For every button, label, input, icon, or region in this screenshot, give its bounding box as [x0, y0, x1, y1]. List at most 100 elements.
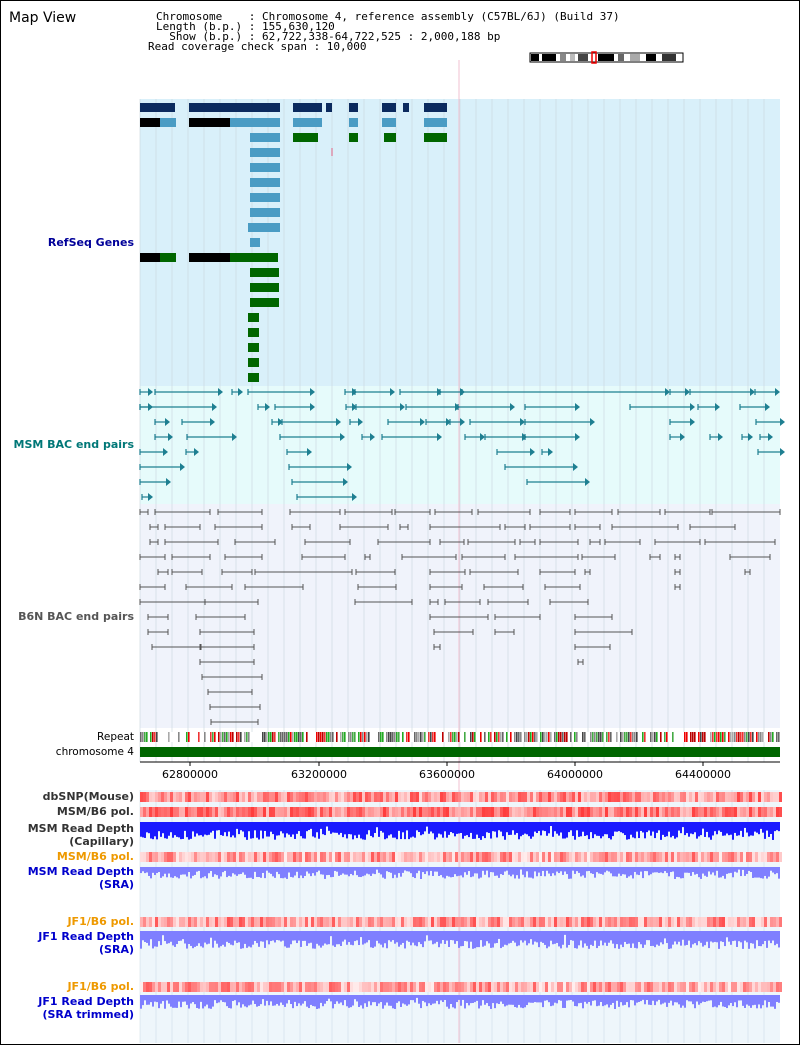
pol-heat-cell: [233, 807, 236, 817]
read-depth-bar: [324, 995, 326, 1004]
chromosome-ideogram[interactable]: [529, 51, 684, 64]
read-depth-bar: [608, 867, 610, 872]
read-depth-bar: [606, 995, 608, 1005]
msm-read-depth-capillary-label[interactable]: MSM Read Depth: [27, 822, 134, 835]
read-depth-bar: [512, 995, 514, 1005]
msm-b6-pol-sra-label[interactable]: MSM/B6 pol.: [56, 850, 134, 863]
read-depth-bar: [224, 995, 226, 1003]
pol-heat-cell: [446, 807, 449, 817]
msm-b6-pol-capillary-label[interactable]: MSM/B6 pol.: [56, 805, 134, 818]
read-depth-bar: [298, 995, 300, 1004]
read-depth-bar: [392, 995, 394, 1009]
pol-heat-cell: [530, 792, 533, 802]
repeat-mark: [274, 732, 276, 742]
read-depth-bar: [254, 867, 256, 872]
pol-heat-cell: [317, 792, 320, 802]
read-depth-bar: [252, 931, 254, 945]
read-depth-bar: [722, 995, 724, 1007]
pol-heat-cell: [377, 852, 380, 862]
read-depth-bar: [634, 995, 636, 1006]
pol-heat-cell: [686, 792, 689, 802]
pol-heat-cell: [467, 917, 470, 927]
read-depth-bar: [472, 867, 474, 877]
read-depth-bar: [750, 931, 752, 944]
read-depth-bar: [650, 867, 652, 875]
read-depth-bar: [152, 995, 154, 1007]
read-depth-bar: [492, 822, 494, 832]
read-depth-bar: [582, 931, 584, 948]
read-depth-bar: [742, 995, 744, 1006]
read-depth-bar: [586, 822, 588, 836]
pol-heat-cell: [632, 807, 635, 817]
jf1-b6-pol-2-label[interactable]: JF1/B6 pol.: [67, 980, 134, 993]
pol-heat-cell: [164, 852, 167, 862]
repeat-mark: [342, 732, 344, 742]
read-depth-bar: [708, 822, 710, 838]
pol-heat-cell: [614, 917, 617, 927]
pol-heat-cell: [764, 917, 767, 927]
pol-heat-cell: [446, 917, 449, 927]
pol-heat-cell: [164, 982, 167, 992]
pol-heat-cell: [248, 917, 251, 927]
read-depth-bar: [766, 822, 768, 831]
repeat-mark: [770, 732, 772, 742]
pol-heat-cell: [716, 807, 719, 817]
read-depth-bar: [564, 995, 566, 1008]
pol-heat-cell: [653, 982, 656, 992]
read-depth-bar: [190, 995, 192, 1004]
read-depth-bar: [398, 822, 400, 831]
read-depth-bar: [232, 931, 234, 946]
pol-heat-cell: [758, 982, 761, 992]
read-depth-bar: [650, 822, 652, 836]
read-depth-bar: [268, 931, 270, 945]
pol-heat-cell: [572, 917, 575, 927]
pol-heat-cell: [347, 792, 350, 802]
read-depth-bar: [456, 822, 458, 834]
read-depth-bar: [270, 995, 272, 1002]
read-depth-bar: [172, 931, 174, 946]
pol-heat-cell: [590, 852, 593, 862]
read-depth-bar: [468, 995, 470, 1006]
pol-heat-cell: [278, 852, 281, 862]
pol-heat-cell: [776, 917, 779, 927]
read-depth-bar: [458, 995, 460, 1000]
pol-heat-cell: [311, 792, 314, 802]
dbsnp-label[interactable]: dbSNP(Mouse): [42, 790, 134, 803]
pol-heat-cell: [620, 982, 623, 992]
pol-heat-cell: [509, 792, 512, 802]
pol-heat-cell: [668, 792, 671, 802]
repeat-mark: [366, 732, 368, 742]
jf1-read-depth-trimmed-label[interactable]: JF1 Read Depth: [38, 995, 134, 1008]
pol-heat-cell: [209, 792, 212, 802]
refseq-genes-label[interactable]: RefSeq Genes: [47, 236, 134, 249]
read-depth-bar: [226, 995, 228, 1007]
read-depth-bar: [588, 995, 590, 1002]
msm-read-depth-sra-label[interactable]: MSM Read Depth: [27, 865, 134, 878]
pol-heat-cell: [140, 792, 143, 802]
read-depth-bar: [272, 867, 274, 877]
read-depth-bar: [420, 931, 422, 945]
repeat-mark: [738, 732, 740, 742]
read-depth-bar: [476, 995, 478, 1001]
read-depth-bar: [644, 931, 646, 945]
read-depth-bar: [726, 931, 728, 938]
msm-bac-label[interactable]: MSM BAC end pairs: [13, 438, 134, 451]
pol-heat-cell: [587, 917, 590, 927]
read-depth-bar: [736, 867, 738, 873]
read-depth-bar: [272, 995, 274, 1006]
read-depth-bar: [144, 995, 146, 1001]
pol-heat-cell: [335, 792, 338, 802]
pol-heat-cell: [629, 792, 632, 802]
b6n-bac-label[interactable]: B6N BAC end pairs: [18, 610, 134, 623]
pol-heat-cell: [278, 807, 281, 817]
pol-heat-cell: [362, 852, 365, 862]
jf1-read-depth-sra-label[interactable]: JF1 Read Depth: [38, 930, 134, 943]
read-depth-bar: [716, 867, 718, 871]
pol-heat-cell: [161, 917, 164, 927]
pol-heat-cell: [188, 792, 191, 802]
pol-heat-cell: [659, 917, 662, 927]
jf1-b6-pol-label[interactable]: JF1/B6 pol.: [67, 915, 134, 928]
pol-heat-cell: [194, 917, 197, 927]
read-depth-bar: [464, 995, 466, 1009]
